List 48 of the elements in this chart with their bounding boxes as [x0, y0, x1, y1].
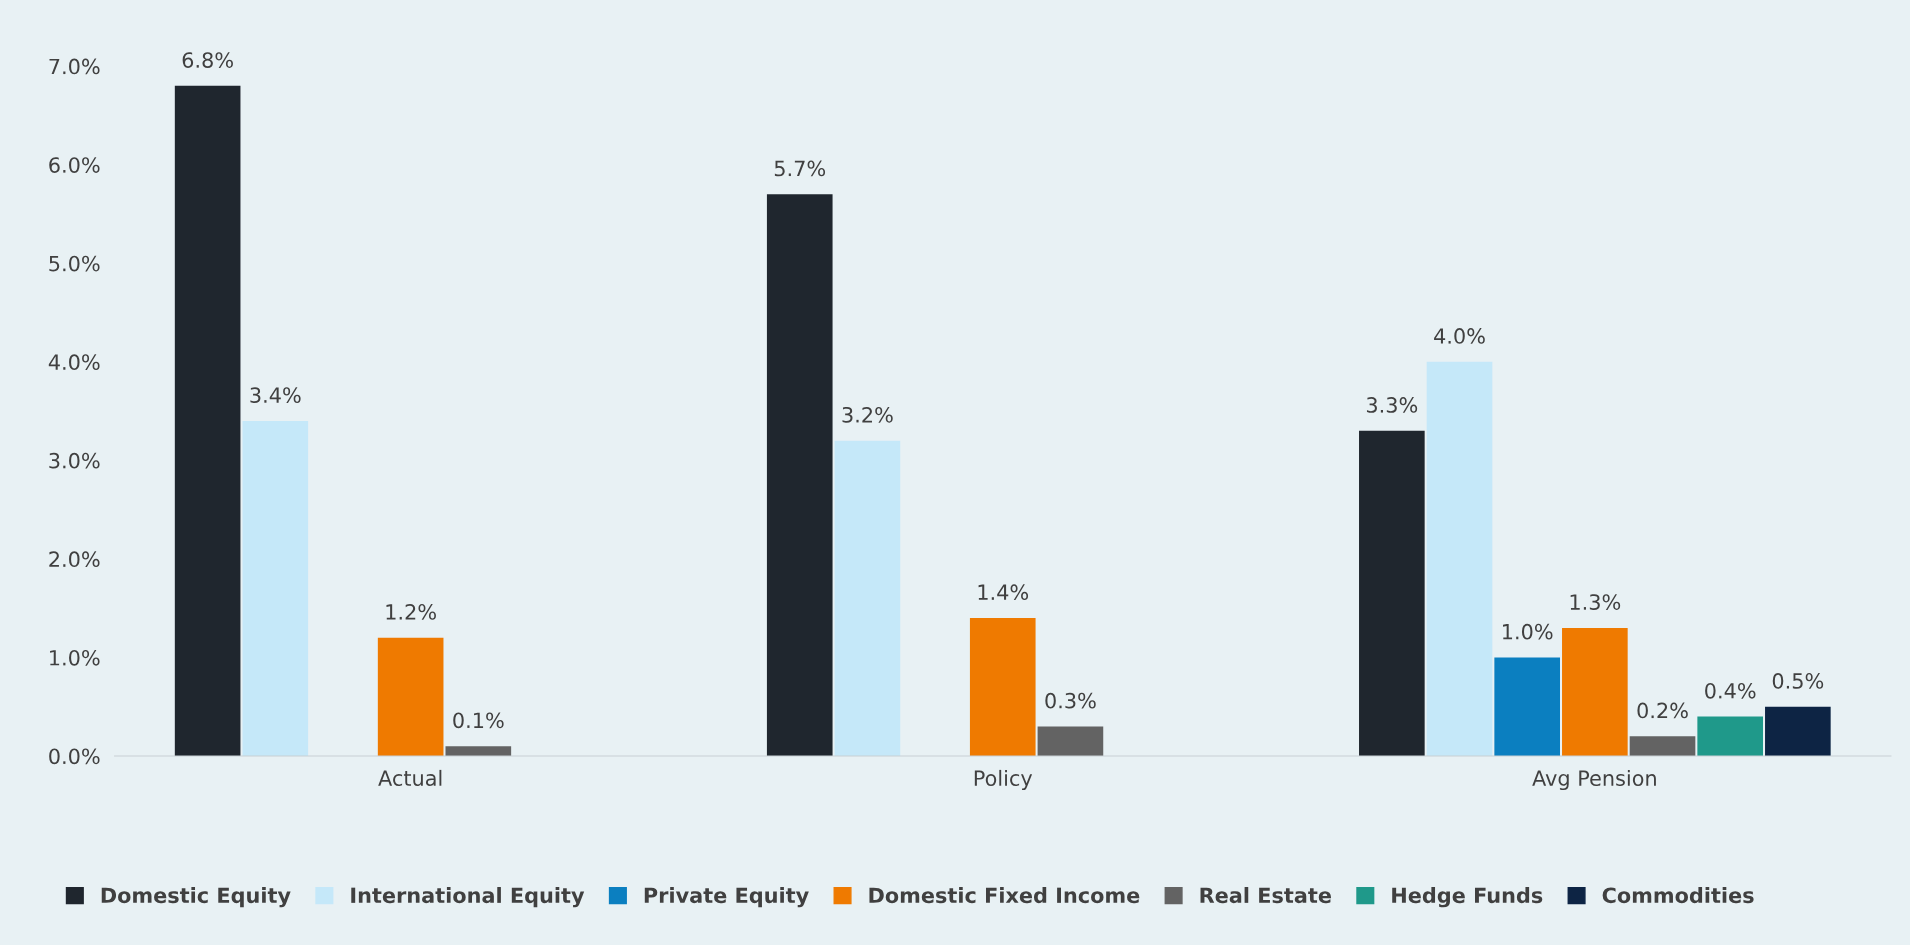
bar — [969, 618, 1036, 756]
bar — [242, 420, 309, 756]
legend-label: International Equity — [351, 887, 585, 908]
y-tick-label: 2.0% — [49, 551, 100, 568]
y-tick-label: 7.0% — [49, 58, 100, 75]
x-tick-label: Actual — [378, 769, 442, 787]
data-label: 0.1% — [453, 712, 504, 729]
data-label: 1.0% — [1503, 623, 1553, 640]
legend-label: Domestic Equity — [101, 887, 291, 908]
x-tick-label: Avg Pension — [1532, 769, 1656, 791]
data-label: 3.3% — [1366, 397, 1418, 413]
bar — [1629, 736, 1696, 756]
bar — [1765, 706, 1831, 756]
bar — [1037, 726, 1104, 756]
y-tick-label: 4.0% — [48, 354, 100, 371]
bar — [1359, 430, 1425, 756]
legend-label: Real Estate — [1200, 887, 1331, 904]
y-tick-label: 3.0% — [49, 452, 100, 469]
legend-label: Commodities — [1602, 887, 1754, 904]
bar — [1426, 361, 1493, 756]
legend-label: Private Equity — [644, 887, 809, 908]
data-label: 0.4% — [1705, 682, 1756, 699]
data-label: 0.5% — [1772, 673, 1824, 689]
legend-label: Hedge Funds — [1392, 887, 1543, 908]
bar — [1494, 657, 1560, 756]
y-tick-label: 1.0% — [50, 649, 100, 666]
bar — [445, 746, 512, 756]
data-label: 3.2% — [842, 406, 893, 423]
data-label: 3.4% — [250, 387, 301, 403]
bar — [766, 194, 833, 756]
data-label: 0.2% — [1637, 702, 1688, 719]
bar — [377, 637, 444, 756]
y-tick-label: 0.0% — [49, 748, 100, 765]
y-tick-label: 5.0% — [49, 255, 100, 272]
bar — [1562, 627, 1628, 756]
y-tick-label: 6.0% — [49, 157, 100, 173]
data-label: 6.8% — [182, 52, 233, 68]
bar — [174, 85, 241, 756]
bar — [1697, 716, 1764, 756]
data-label: 4.0% — [1434, 328, 1485, 344]
data-label: 5.7% — [774, 160, 826, 177]
data-label: 1.2% — [386, 604, 436, 620]
data-label: 1.3% — [1570, 594, 1621, 610]
x-tick-label: Policy — [974, 769, 1033, 791]
data-label: 0.3% — [1045, 692, 1096, 709]
bar — [834, 440, 901, 756]
legend-label: Domestic Fixed Income — [869, 887, 1140, 904]
data-label: 1.4% — [978, 584, 1029, 601]
